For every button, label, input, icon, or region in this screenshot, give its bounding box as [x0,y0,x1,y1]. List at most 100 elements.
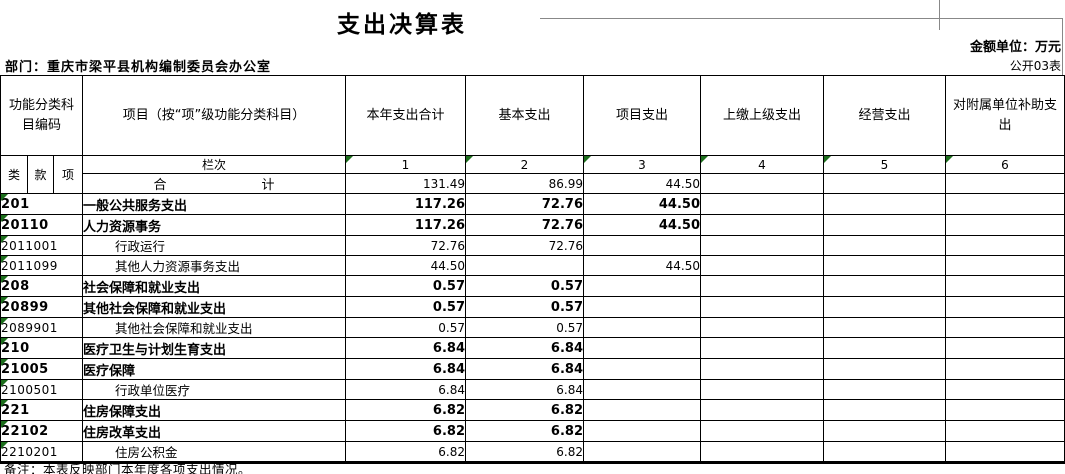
amount-cell [700,317,824,338]
subject-code-cell: 20899 [0,296,83,318]
table-row: 2089901 其他社会保障和就业支出 0.57 0.57 [0,317,1065,338]
amount-cell: 6.84 [345,379,466,400]
stray-border-line [939,0,940,30]
excel-flag-triangle-icon [1,215,8,222]
header-item-cell: 项 [53,155,83,194]
amount-cell [945,193,1065,215]
amount-cell: 6.82 [345,441,466,463]
stray-border-line [1062,18,1063,75]
amount-cell: 6.82 [465,420,584,442]
amount-cell [945,214,1065,236]
subject-name-cell: 住房公积金 [82,441,346,463]
grand-total-row: 合 计 131.49 86.99 44.50 [1,173,1065,194]
column-number: 5 [880,157,889,172]
grand-total-label-cell: 合 计 [82,173,346,194]
amount-cell [945,173,1065,194]
amount-cell [700,399,824,421]
amount-cell [945,337,1065,359]
excel-flag-triangle-icon [824,156,831,163]
table-row: 208 社会保障和就业支出 0.57 0.57 [0,275,1065,297]
amount-cell: 72.76 [465,214,584,236]
excel-flag-triangle-icon [1,318,8,325]
subject-code-cell: 2011001 [0,235,83,256]
excel-flag-triangle-icon [1,256,8,263]
grand-total-label-right: 计 [261,178,275,193]
amount-cell [583,399,701,421]
amount-cell [583,296,701,318]
stray-border-line [540,18,1062,19]
amount-cell: 6.82 [345,420,466,442]
amount-cell: 72.76 [465,235,584,256]
header-total-col: 本年支出合计 [345,75,466,156]
subject-code-cell: 21005 [0,358,83,380]
grand-total-label-left: 合 [153,178,167,193]
excel-flag-triangle-icon [584,156,591,163]
excel-flag-triangle-icon [1,421,8,428]
footnote: 备注：本表反映部门本年度各项支出情况。 [4,462,252,474]
excel-flag-triangle-icon [1,442,8,449]
column-number-cell: 3 [583,155,701,174]
table-row: 20899 其他社会保障和就业支出 0.57 0.57 [0,296,1065,318]
expenditure-table: 功能分类科目编码 项目（按“项”级功能分类科目） 本年支出合计 基本支出 项目支… [0,75,1065,464]
amount-cell: 44.50 [345,255,466,276]
excel-flag-triangle-icon [946,156,953,163]
table-row: 20110 人力资源事务 117.26 72.76 44.50 [0,214,1065,236]
amount-cell: 6.82 [345,399,466,421]
column-number-cell: 5 [823,155,946,174]
subject-code-cell: 2210201 [0,441,83,463]
subject-name-cell: 医疗保障 [82,358,346,380]
amount-cell: 44.50 [583,193,701,215]
amount-cell: 44.50 [583,255,701,276]
amount-cell [700,379,824,400]
amount-cell [583,420,701,442]
amount-cell [583,337,701,359]
subject-name-cell: 住房改革支出 [82,420,346,442]
amount-cell [700,441,824,463]
amount-cell [823,193,946,215]
amount-cell: 6.82 [465,441,584,463]
amount-cell: 6.84 [345,358,466,380]
amount-cell: 0.57 [465,296,584,318]
page-title: 支出决算表 [337,12,467,38]
amount-cell: 86.99 [465,173,584,194]
table-row: 2011001 行政运行 72.76 72.76 [0,235,1065,256]
amount-cell [823,235,946,256]
amount-cell [700,358,824,380]
amount-cell [465,255,584,276]
amount-cell [823,399,946,421]
table-row: 210 医疗卫生与计划生育支出 6.84 6.84 [0,337,1065,359]
amount-cell: 0.57 [465,275,584,297]
excel-flag-triangle-icon [346,156,353,163]
subject-name-cell: 行政单位医疗 [82,379,346,400]
excel-flag-triangle-icon [466,156,473,163]
amount-cell [700,337,824,359]
amount-cell [583,235,701,256]
amount-cell [823,379,946,400]
excel-flag-triangle-icon [1,276,8,283]
department-line: 部门：重庆市梁平县机构编制委员会办公室 [5,60,272,75]
amount-cell: 72.76 [345,235,466,256]
amount-cell [945,255,1065,276]
amount-cell [945,379,1065,400]
subject-name-cell: 行政运行 [82,235,346,256]
amount-cell [700,296,824,318]
amount-cell [583,358,701,380]
amount-cell [823,358,946,380]
lanci-label-cell: 栏次 [82,155,346,174]
subject-code-cell: 2011099 [0,255,83,276]
subject-name-cell: 其他社会保障和就业支出 [82,317,346,338]
excel-flag-triangle-icon [1,400,8,407]
table-header-row: 功能分类科目编码 项目（按“项”级功能分类科目） 本年支出合计 基本支出 项目支… [0,75,1065,156]
header-code-group: 功能分类科目编码 [0,75,83,156]
excel-flag-triangle-icon [1,359,8,366]
table-row: 2210201 住房公积金 6.82 6.82 [0,441,1065,463]
amount-cell: 6.84 [465,337,584,359]
column-number-cell: 6 [945,155,1065,174]
header-operating-col: 经营支出 [823,75,946,156]
column-number-cell: 4 [700,155,824,174]
column-number: 6 [1001,157,1009,172]
amount-cell: 6.84 [345,337,466,359]
amount-cell [823,420,946,442]
excel-flag-triangle-icon [1,380,8,387]
header-class-cell: 类 [0,155,28,194]
